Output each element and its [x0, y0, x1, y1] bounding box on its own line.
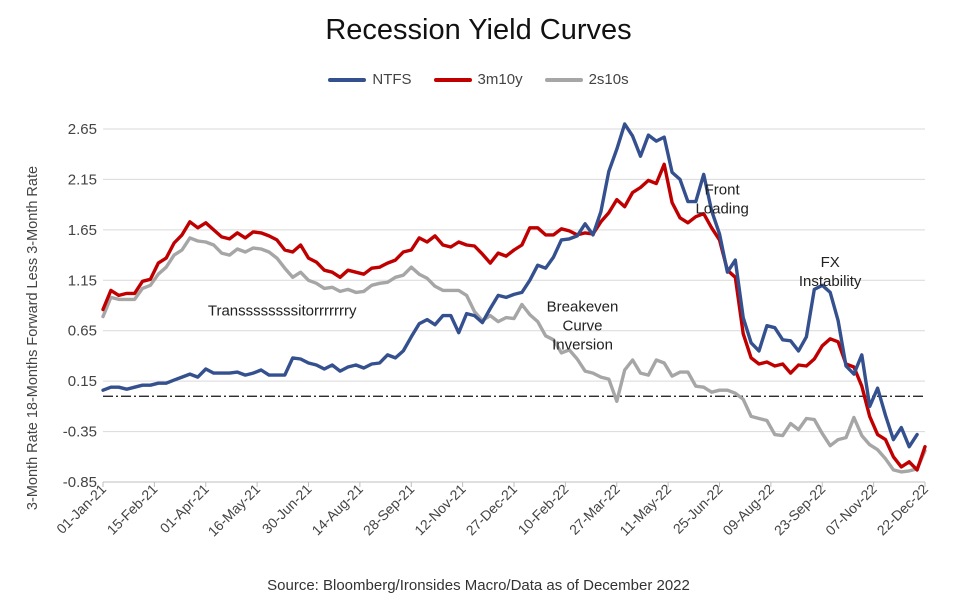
legend-label-3m10y: 3m10y — [477, 71, 523, 88]
x-tick-label: 15-Feb-21 — [104, 481, 161, 538]
x-tick-label: 27-Mar-22 — [566, 481, 623, 538]
y-tick-label: -0.85 — [63, 474, 97, 491]
x-tick-label: 14-Aug-21 — [308, 481, 366, 539]
series-line-ntfs — [101, 122, 919, 449]
x-tick-label: 25-Jun-22 — [670, 481, 726, 537]
x-tick-label: 23-Sep-22 — [771, 481, 829, 539]
legend-item-ntfs[interactable]: NTFS — [328, 71, 412, 88]
annotation-label: FX — [821, 254, 840, 271]
x-tick-label: 30-Jun-21 — [259, 481, 315, 537]
annotations: Transsssssssitorrrrrrry Breakeven Curve Inv… — [208, 182, 862, 354]
y-tick-label: 0.15 — [68, 373, 97, 390]
x-tick-label: 11-May-22 — [616, 481, 674, 539]
y-tick-label: 2.15 — [68, 171, 97, 188]
y-axis: 2.65 2.15 1.65 1.15 0.65 0.15 -0.35 -0.85 — [63, 121, 97, 491]
y-tick-label: 0.65 — [68, 323, 97, 340]
chart-title: Recession Yield Curves — [325, 14, 632, 46]
x-tick-label: 22-Dec-22 — [874, 481, 932, 539]
y-tick-label: -0.35 — [63, 424, 97, 441]
y-axis-label: 3-Month Rate 18-Months Forward Less 3-Mo… — [25, 166, 41, 510]
legend-label-2s10s: 2s10s — [588, 71, 629, 88]
annotation-label: Inversion — [552, 337, 613, 354]
x-tick-label: 27-Dec-21 — [463, 481, 521, 539]
x-tick-label: 10-Feb-22 — [515, 481, 572, 538]
annotation-label: Instability — [799, 273, 862, 290]
series-line-3m10y — [101, 162, 927, 472]
annotation-label: Breakeven — [547, 299, 619, 316]
y-tick-label: 1.65 — [68, 222, 97, 239]
legend-swatch-3m10y — [433, 77, 472, 82]
legend-swatch-2s10s — [544, 77, 583, 82]
legend: NTFS 3m10y 2s10s — [0, 71, 957, 88]
legend-item-3m10y[interactable]: 3m10y — [433, 71, 523, 88]
annotation-label: Transsssssssitorrrrrrry — [208, 303, 357, 320]
x-tick-label: 07-Nov-22 — [822, 481, 880, 539]
x-tick-label: 12-Nov-21 — [411, 481, 469, 539]
legend-swatch-ntfs — [328, 77, 367, 82]
legend-label-ntfs: NTFS — [372, 71, 412, 88]
annotation-label: Front — [705, 182, 741, 199]
y-tick-label: 1.15 — [68, 272, 97, 289]
source-note: Source: Bloomberg/Ironsides Macro/Data a… — [267, 577, 690, 594]
series-line-2s10s — [101, 236, 927, 474]
x-axis: 01-Jan-2115-Feb-2101-Apr-2116-May-2130-J… — [53, 481, 931, 540]
x-tick-label: 16-May-21 — [205, 481, 264, 540]
x-tick-label: 28-Sep-21 — [360, 481, 418, 539]
y-tick-label: 2.65 — [68, 121, 97, 138]
series-lines — [101, 122, 927, 474]
x-tick-label: 09-Aug-22 — [719, 481, 777, 539]
annotation-label: Loading — [695, 201, 748, 218]
annotation-label: Curve — [562, 318, 602, 335]
legend-item-2s10s[interactable]: 2s10s — [544, 71, 629, 88]
